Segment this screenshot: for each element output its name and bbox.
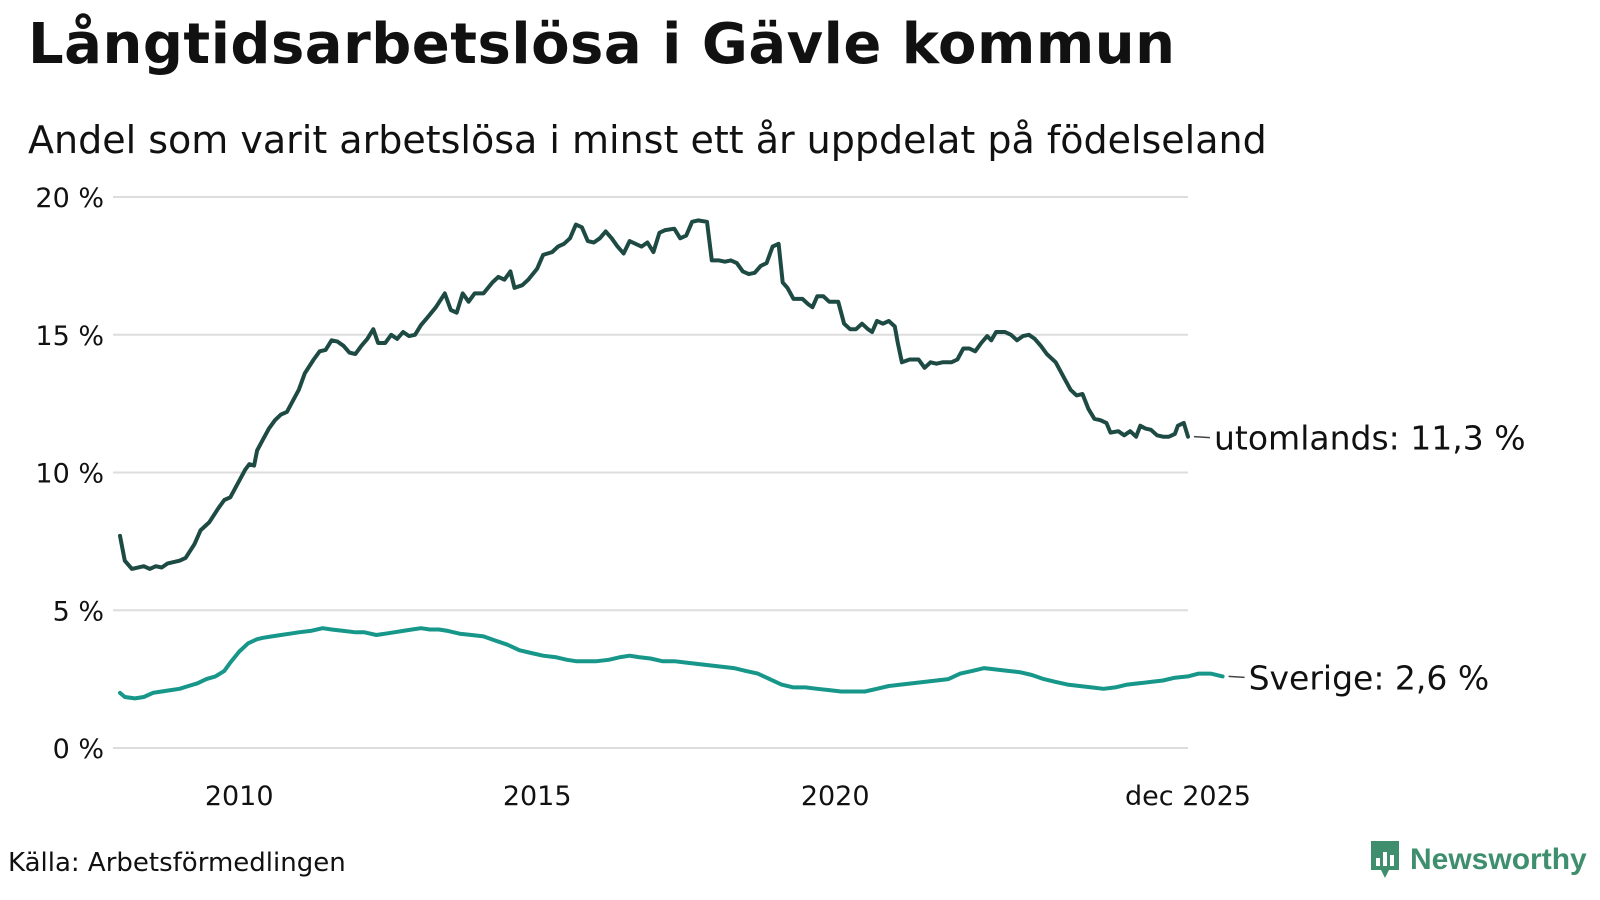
x-tick-label: 2010	[205, 781, 274, 812]
x-tick-label: 2020	[801, 781, 870, 812]
series-line-sverige	[118, 626, 1225, 701]
y-tick-label: 5 %	[53, 596, 104, 627]
y-tick-label: 0 %	[53, 734, 104, 765]
newsworthy-logo-icon	[1371, 841, 1399, 878]
page-subtitle: Andel som varit arbetslösa i minst ett å…	[28, 118, 1267, 162]
series-layer	[118, 218, 1225, 701]
series-line-utomlands	[118, 218, 1190, 571]
y-tick-label: 15 %	[35, 321, 104, 352]
x-tick-label: dec 2025	[1125, 781, 1251, 812]
source-note: Källa: Arbetsförmedlingen	[8, 848, 346, 878]
x-axis-labels: 2010 2015 2020 dec 2025	[205, 781, 1251, 812]
end-label-utomlands: utomlands: 11,3 %	[1214, 419, 1526, 458]
end-labels: utomlands: 11,3 % Sverige: 2,6 %	[1193, 419, 1526, 697]
end-label-connector	[1228, 675, 1245, 679]
end-label-sverige: Sverige: 2,6 %	[1249, 658, 1490, 697]
page-title: Långtidsarbetslösa i Gävle kommun	[28, 12, 1176, 77]
brand-logo: Newsworthy	[1368, 838, 1587, 882]
brand-name: Newsworthy	[1410, 843, 1587, 876]
end-label-connector	[1193, 435, 1211, 439]
y-tick-label: 20 %	[35, 183, 104, 214]
x-tick-label: 2015	[503, 781, 572, 812]
y-tick-label: 10 %	[35, 459, 104, 490]
y-axis-labels: 0 % 5 % 10 % 15 % 20 %	[35, 183, 104, 765]
grid-layer	[113, 196, 1188, 749]
